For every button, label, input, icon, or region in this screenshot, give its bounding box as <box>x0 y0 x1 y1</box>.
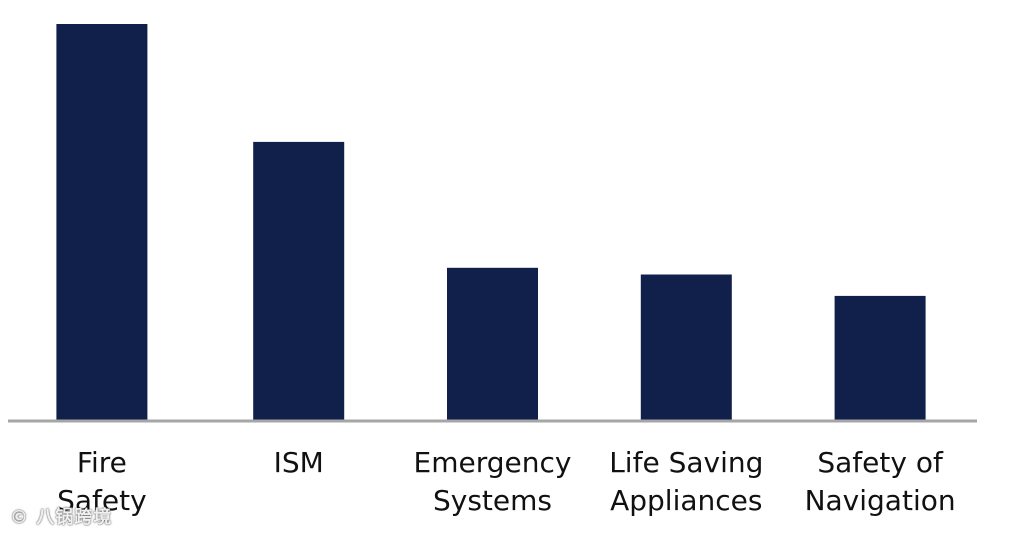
category-label-1-line-0: ISM <box>274 446 324 479</box>
category-label-3-line-0: Life Saving <box>609 446 763 479</box>
category-label-2-line-1: Systems <box>433 484 552 517</box>
category-label-2-line-0: Emergency <box>414 446 572 479</box>
category-label-0-line-0: Fire <box>77 446 127 479</box>
category-label-4-line-0: Safety of <box>817 446 944 479</box>
bars-group <box>56 24 926 421</box>
category-label-0-line-1: Safety <box>57 484 147 517</box>
category-label-3-line-1: Appliances <box>610 484 762 517</box>
category-label-4-line-1: Navigation <box>805 484 956 517</box>
watermark: © 八锅跨境 <box>10 507 113 528</box>
bar-3 <box>640 274 732 421</box>
bar-4 <box>834 295 926 421</box>
bar-0 <box>56 24 148 421</box>
category-labels-group: Fire Safety ISM Emergency Systems Life Saving… <box>57 446 956 517</box>
bar-2 <box>447 267 538 421</box>
bar-1 <box>253 141 345 421</box>
